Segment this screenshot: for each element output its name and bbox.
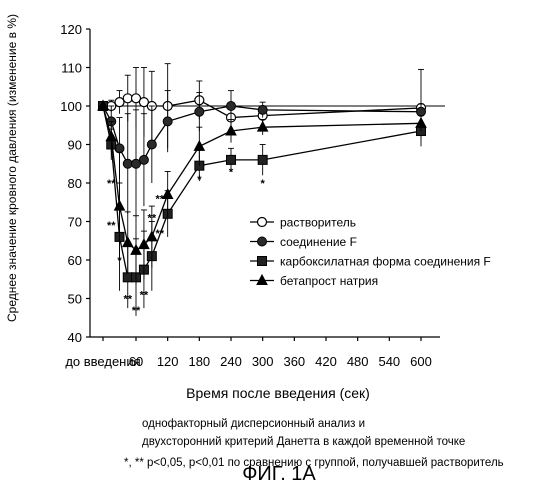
data-point bbox=[123, 273, 132, 282]
y-tick-label: 50 bbox=[68, 292, 82, 307]
y-tick-label: 90 bbox=[68, 138, 82, 153]
x-tick-label: 420 bbox=[315, 354, 337, 369]
figure-caption: ФИГ. 1А bbox=[0, 463, 558, 486]
legend: растворитель соединение F карбоксилатная ф… bbox=[250, 216, 491, 289]
x-tick-label: 300 bbox=[252, 354, 274, 369]
significance-star: * bbox=[261, 178, 266, 190]
legend-item-1: растворитель bbox=[250, 216, 356, 230]
data-point bbox=[258, 218, 267, 227]
data-point bbox=[416, 118, 426, 128]
legend-item-2: соединение F bbox=[250, 235, 357, 249]
x-tick-label: 540 bbox=[378, 354, 400, 369]
data-point bbox=[123, 159, 132, 168]
data-point bbox=[163, 117, 172, 126]
data-point bbox=[195, 107, 204, 116]
y-tick-label: 110 bbox=[61, 61, 82, 76]
y-tick-label: 60 bbox=[68, 253, 82, 268]
legend-label: карбоксилатная форма соединения F bbox=[280, 255, 491, 269]
x-tick-label: 360 bbox=[283, 354, 305, 369]
y-tick-label: 70 bbox=[68, 215, 82, 230]
significance-star: ** bbox=[107, 178, 116, 190]
significance-star: * bbox=[197, 174, 202, 186]
x-axis-title: Время после введения (сек) bbox=[186, 385, 370, 401]
note-statistics-test: двухсторонний критерий Данетта в каждой … bbox=[142, 436, 465, 448]
data-point bbox=[115, 98, 124, 107]
significance-star: ** bbox=[132, 305, 141, 317]
note-statistics-method: однофакторный дисперсионный анализ и bbox=[142, 418, 365, 430]
legend-item-3: карбоксилатная форма соединения F bbox=[250, 255, 491, 269]
data-point bbox=[123, 94, 132, 103]
y-tick-label: 120 bbox=[60, 22, 82, 37]
data-point bbox=[258, 155, 267, 164]
x-tick-label: 60 bbox=[129, 354, 143, 369]
significance-star: * bbox=[229, 166, 234, 178]
data-point bbox=[417, 107, 426, 116]
y-tick-label: 40 bbox=[68, 330, 82, 345]
legend-item-4: бетапрост натрия bbox=[250, 274, 378, 288]
significance-star: ** bbox=[155, 193, 164, 205]
data-point bbox=[227, 155, 236, 164]
x-tick-label: 240 bbox=[220, 354, 242, 369]
data-point bbox=[258, 257, 267, 266]
significance-star: ** bbox=[107, 220, 116, 232]
legend-label: бетапрост натрия bbox=[280, 274, 378, 288]
axes: 405060708090100110120до введения60120180… bbox=[60, 22, 440, 369]
y-tick-label: 80 bbox=[68, 176, 82, 191]
data-point bbox=[139, 155, 148, 164]
data-point bbox=[258, 237, 267, 246]
significance-star: ** bbox=[155, 228, 164, 240]
data-point bbox=[257, 275, 267, 285]
data-point bbox=[115, 144, 124, 153]
x-tick-label: 180 bbox=[188, 354, 210, 369]
y-tick-label: 100 bbox=[60, 99, 82, 114]
significance-star: ** bbox=[140, 290, 149, 302]
significance-star: ** bbox=[148, 213, 157, 225]
legend-label: соединение F bbox=[280, 235, 357, 249]
x-tick-label: 120 bbox=[157, 354, 179, 369]
x-tick-label: 480 bbox=[347, 354, 369, 369]
data-point bbox=[163, 189, 173, 199]
data-point bbox=[227, 102, 236, 111]
significance-star: * bbox=[117, 255, 122, 267]
significance-star: ** bbox=[123, 293, 132, 305]
data-point bbox=[258, 105, 267, 114]
data-point bbox=[194, 141, 204, 151]
y-axis-title: Среднее значение кровного давления (изме… bbox=[5, 14, 19, 322]
significance-markers: ******************** bbox=[107, 166, 266, 317]
data-point bbox=[258, 122, 268, 132]
data-point bbox=[147, 140, 156, 149]
x-tick-label: 600 bbox=[410, 354, 432, 369]
legend-label: растворитель bbox=[280, 216, 356, 230]
